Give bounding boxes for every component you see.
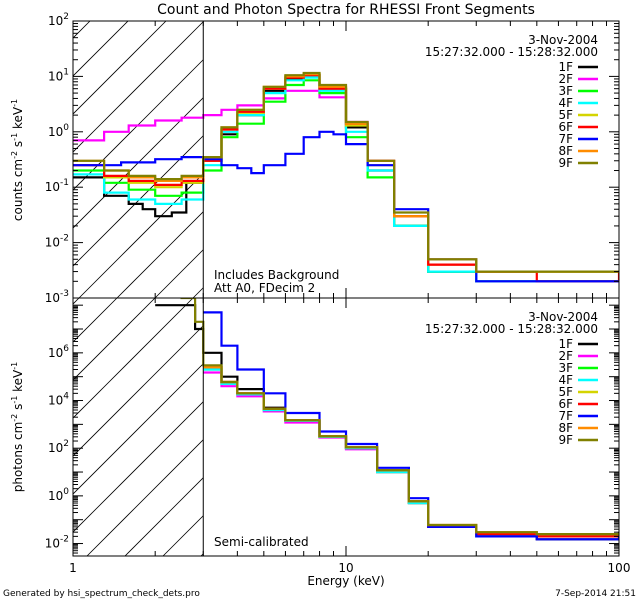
legend-label-2F: 2F <box>558 72 573 86</box>
below-3kev-hatched-region <box>73 21 619 298</box>
count-y-axis-label: counts cm-2 s-1 keV-1 <box>10 99 25 221</box>
ylabel-part: keV <box>11 106 25 133</box>
photon-y-axis-label: photons cm-2 s-1 keV-1 <box>10 362 25 493</box>
legend-label-2F: 2F <box>558 349 573 363</box>
ylabel-exp: -2 <box>10 414 19 422</box>
ylabel-exp: -1 <box>10 99 19 107</box>
count-date: 3-Nov-2004 <box>528 33 598 47</box>
legend-label-3F: 3F <box>558 361 573 375</box>
y-tick-label: 102 <box>48 439 69 455</box>
ylabel-exp: -2 <box>10 151 19 159</box>
ylabel-exp: -1 <box>10 133 19 141</box>
y-tick-label: 10-2 <box>45 535 69 551</box>
ylabel-part: keV <box>11 369 25 396</box>
x-tick-label: 1 <box>69 561 77 575</box>
legend-label-4F: 4F <box>558 373 573 387</box>
count-annotation-background: Includes Background <box>214 268 339 282</box>
legend-label-5F: 5F <box>558 385 573 399</box>
y-tick-label: 10-2 <box>45 234 69 250</box>
y-tick-label: 101 <box>48 67 69 83</box>
ylabel-part: s <box>11 141 25 151</box>
ylabel-part: counts cm <box>11 159 25 221</box>
y-tick-label: 100 <box>48 487 69 503</box>
footer-timestamp: 7-Sep-2014 21:51 <box>555 589 636 599</box>
y-tick-label: 10-1 <box>45 178 69 194</box>
ylabel-part: photons cm <box>11 422 25 493</box>
y-tick-label: 104 <box>48 392 69 408</box>
ylabel-exp: -1 <box>10 396 19 404</box>
legend-label-5F: 5F <box>558 108 573 122</box>
y-tick-label: 100 <box>48 123 69 139</box>
count-annotation-attenuator: Att A0, FDecim 2 <box>214 281 315 295</box>
footer-generator: Generated by hsi_spectrum_check_dets.pro <box>3 589 200 599</box>
legend-label-7F: 7F <box>558 409 573 423</box>
legend-label-9F: 9F <box>558 433 573 447</box>
y-tick-label: 102 <box>48 12 69 28</box>
legend-label-7F: 7F <box>558 132 573 146</box>
legend-label-6F: 6F <box>558 120 573 134</box>
series-4F-curve <box>73 76 619 283</box>
series-9F-curve <box>73 71 619 273</box>
legend-label-8F: 8F <box>558 144 573 158</box>
x-tick-label: 100 <box>608 561 631 575</box>
legend-label-4F: 4F <box>558 96 573 110</box>
legend-label-6F: 6F <box>558 397 573 411</box>
legend-label-8F: 8F <box>558 421 573 435</box>
ylabel-part: s <box>11 404 25 414</box>
x-tick-label: 10 <box>338 561 353 575</box>
photon-annotation-calibration: Semi-calibrated <box>214 535 309 549</box>
legend-label-3F: 3F <box>558 84 573 98</box>
photon-time-range: 15:27:32.000 - 15:28:32.000 <box>425 322 598 336</box>
photon-date: 3-Nov-2004 <box>528 310 598 324</box>
legend-label-1F: 1F <box>558 337 573 351</box>
legend-label-9F: 9F <box>558 156 573 170</box>
legend-label-1F: 1F <box>558 60 573 74</box>
y-tick-label: 106 <box>48 344 69 360</box>
count-time-range: 15:27:32.000 - 15:28:32.000 <box>425 45 598 59</box>
ylabel-exp: -1 <box>10 362 19 370</box>
x-axis-label: Energy (keV) <box>307 574 384 588</box>
y-tick-label: 10-3 <box>45 289 69 305</box>
chart-title: Count and Photon Spectra for RHESSI Fron… <box>157 2 535 18</box>
